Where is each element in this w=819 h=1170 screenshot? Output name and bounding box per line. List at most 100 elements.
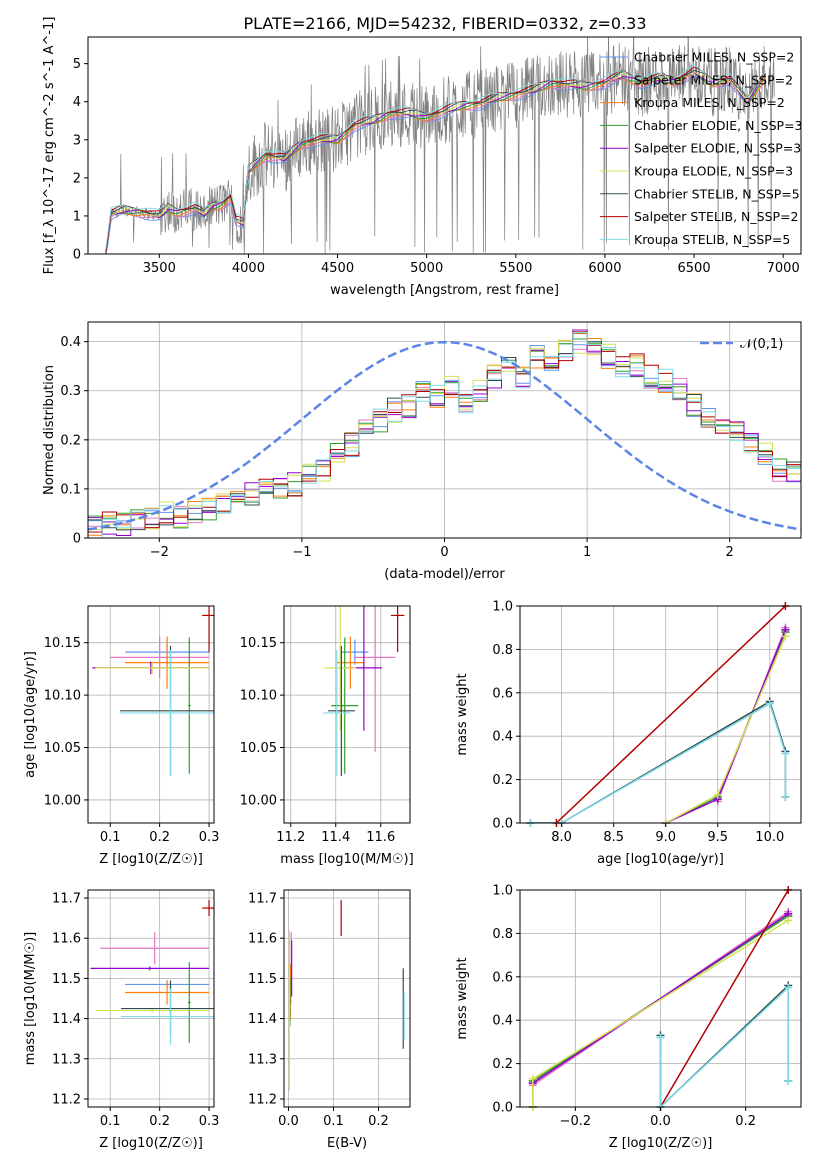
axes-frame: [87, 889, 215, 1108]
x-tick-label: 5500: [499, 261, 532, 276]
y-axis-label: mass weight: [455, 673, 470, 755]
y-tick-label: 0.0: [492, 1101, 513, 1116]
x-tick-label: 2: [726, 545, 734, 560]
plot-area: [88, 890, 214, 1107]
y-tick-label: 0.0: [492, 817, 513, 832]
y-tick-label: 11.5: [52, 972, 81, 987]
y-tick-label: 0.6: [492, 970, 513, 985]
x-tick-label: 0.2: [149, 1114, 170, 1129]
y-tick-label: 5: [73, 57, 81, 72]
x-axis-label: wavelength [Angstrom, rest frame]: [330, 283, 559, 298]
x-tick-label: 0.1: [100, 830, 121, 845]
y-tick-label: 0.6: [492, 686, 513, 701]
y-axis-label: Flux [f_λ 10^-17 erg cm^-2 s^-1 A^-1]: [42, 17, 57, 275]
y-tick-label: 11.2: [52, 1092, 81, 1107]
x-tick-label: 0.2: [149, 830, 170, 845]
axes-frame: [283, 889, 411, 1108]
x-axis-label: mass [log10(M/M☉)]: [280, 852, 413, 867]
x-tick-label: −2: [150, 545, 169, 560]
legend-label: Kroupa STELIB, N_SSP=5: [634, 232, 790, 247]
y-tick-label: 0.3: [60, 384, 81, 399]
y-tick-label: 10.05: [240, 741, 277, 756]
x-tick-label: 11.6: [366, 830, 395, 845]
x-tick-label: 11.4: [321, 830, 350, 845]
x-tick-label: 4000: [232, 261, 265, 276]
x-tick-label: 5000: [410, 261, 443, 276]
y-tick-label: 1.0: [492, 600, 513, 615]
x-tick-label: 6500: [678, 261, 711, 276]
chart-residuals: 𝒩(0,1) −2 −1 0 1 2 0 0.1 0.2 0.3 0.4 (data-model)/e…: [42, 321, 802, 582]
y-tick-label: 10.15: [44, 636, 81, 651]
x-tick-label: 6000: [588, 261, 621, 276]
x-tick-label: 7000: [767, 261, 800, 276]
x-tick-label: 10.0: [755, 830, 784, 845]
series-line-salpeter-stelib: [555, 606, 786, 823]
chart-mass_vs_ebv: 0.0 0.1 0.2 11.2 11.3 11.4 11.5 11.6 11.7 E(B-V): [248, 889, 411, 1151]
x-tick-label: 0.3: [199, 830, 220, 845]
y-tick-label: 0.2: [492, 773, 513, 788]
y-tick-label: 11.7: [248, 892, 277, 907]
y-tick-label: 10.05: [44, 741, 81, 756]
x-tick-label: −1: [292, 545, 311, 560]
y-tick-label: 3: [73, 133, 81, 148]
y-tick-label: 0.2: [60, 433, 81, 448]
plot-area: [284, 606, 410, 823]
chart-age_vs_Z: 0.1 0.2 0.3 10.00 10.05 10.10 10.15 Z [log10(Z/…: [23, 605, 220, 867]
normal-curve-line: [87, 340, 802, 531]
y-tick-label: 0: [73, 532, 81, 547]
y-tick-label: 0.4: [60, 335, 81, 350]
y-axis-label: mass [log10(M/M☉)]: [23, 932, 38, 1065]
axes-frame: [87, 605, 215, 824]
x-axis-label: (data-model)/error: [384, 567, 505, 582]
y-tick-label: 11.2: [248, 1092, 277, 1107]
x-tick-label: 0.1: [100, 1114, 121, 1129]
x-axis-label: Z [log10(Z/Z☉)]: [99, 1136, 203, 1151]
x-axis-label: E(B-V): [327, 1136, 367, 1151]
y-axis-label: Normed distribution: [42, 365, 57, 495]
y-tick-label: 11.5: [248, 972, 277, 987]
y-tick-label: 0.2: [492, 1057, 513, 1072]
y-tick-label: 11.3: [52, 1052, 81, 1067]
legend-label: Chabrier STELIB, N_SSP=5: [634, 186, 800, 201]
x-tick-label: 8.5: [603, 830, 624, 845]
chart-age_vs_mass: 11.2 11.4 11.6 10.00 10.05 10.10 10.15 mass [lo…: [240, 605, 414, 867]
legend-label: Salpeter STELIB, N_SSP=2: [634, 209, 798, 224]
model-line-kroupa-stelib: [105, 64, 766, 250]
y-tick-label: 0.8: [492, 643, 513, 658]
x-axis-label: Z [log10(Z/Z☉)]: [99, 852, 203, 867]
x-tick-label: 0.1: [323, 1114, 344, 1129]
y-axis-label: mass weight: [455, 957, 470, 1039]
plot-area: [284, 890, 410, 1107]
chart-spectrum: Chabrier MILES, N_SSP=2 Salpeter MILES, N…: [42, 17, 803, 298]
x-tick-label: 0: [440, 545, 448, 560]
legend-label: 𝒩(0,1): [740, 337, 783, 352]
y-tick-label: 0.4: [492, 730, 513, 745]
x-tick-label: 3500: [143, 261, 176, 276]
y-tick-label: 11.3: [248, 1052, 277, 1067]
y-tick-label: 0.1: [60, 482, 81, 497]
series-line-kroupa-stelib: [659, 985, 789, 1107]
model-line-chabrier-stelib: [105, 69, 766, 254]
x-tick-label: 0.3: [199, 1114, 220, 1129]
x-tick-label: 0.2: [368, 1114, 389, 1129]
x-tick-label: 4500: [321, 261, 354, 276]
y-tick-label: 4: [73, 95, 81, 110]
y-tick-label: 11.4: [248, 1012, 277, 1027]
y-tick-label: 11.4: [52, 1012, 81, 1027]
y-tick-label: 10.10: [44, 689, 81, 704]
figure-title: PLATE=2166, MJD=54232, FIBERID=0332, z=0…: [243, 14, 646, 33]
axes-frame: [519, 605, 802, 824]
y-tick-label: 0.8: [492, 927, 513, 942]
x-tick-label: 9.0: [655, 830, 676, 845]
chart-massweight_vs_Z: −0.2 0.0 0.2 0.0 0.2 0.4 0.6 0.8 1.0 Z [log10(Z/Z…: [455, 884, 802, 1151]
y-tick-label: 11.6: [248, 932, 277, 947]
y-tick-label: 1: [73, 209, 81, 224]
axes-frame: [283, 605, 411, 824]
x-tick-label: 9.5: [707, 830, 728, 845]
y-tick-label: 1.0: [492, 884, 513, 899]
y-tick-label: 0.4: [492, 1014, 513, 1029]
x-tick-label: 8.0: [551, 830, 572, 845]
y-tick-label: 10.10: [240, 689, 277, 704]
y-tick-label: 10.00: [240, 793, 277, 808]
